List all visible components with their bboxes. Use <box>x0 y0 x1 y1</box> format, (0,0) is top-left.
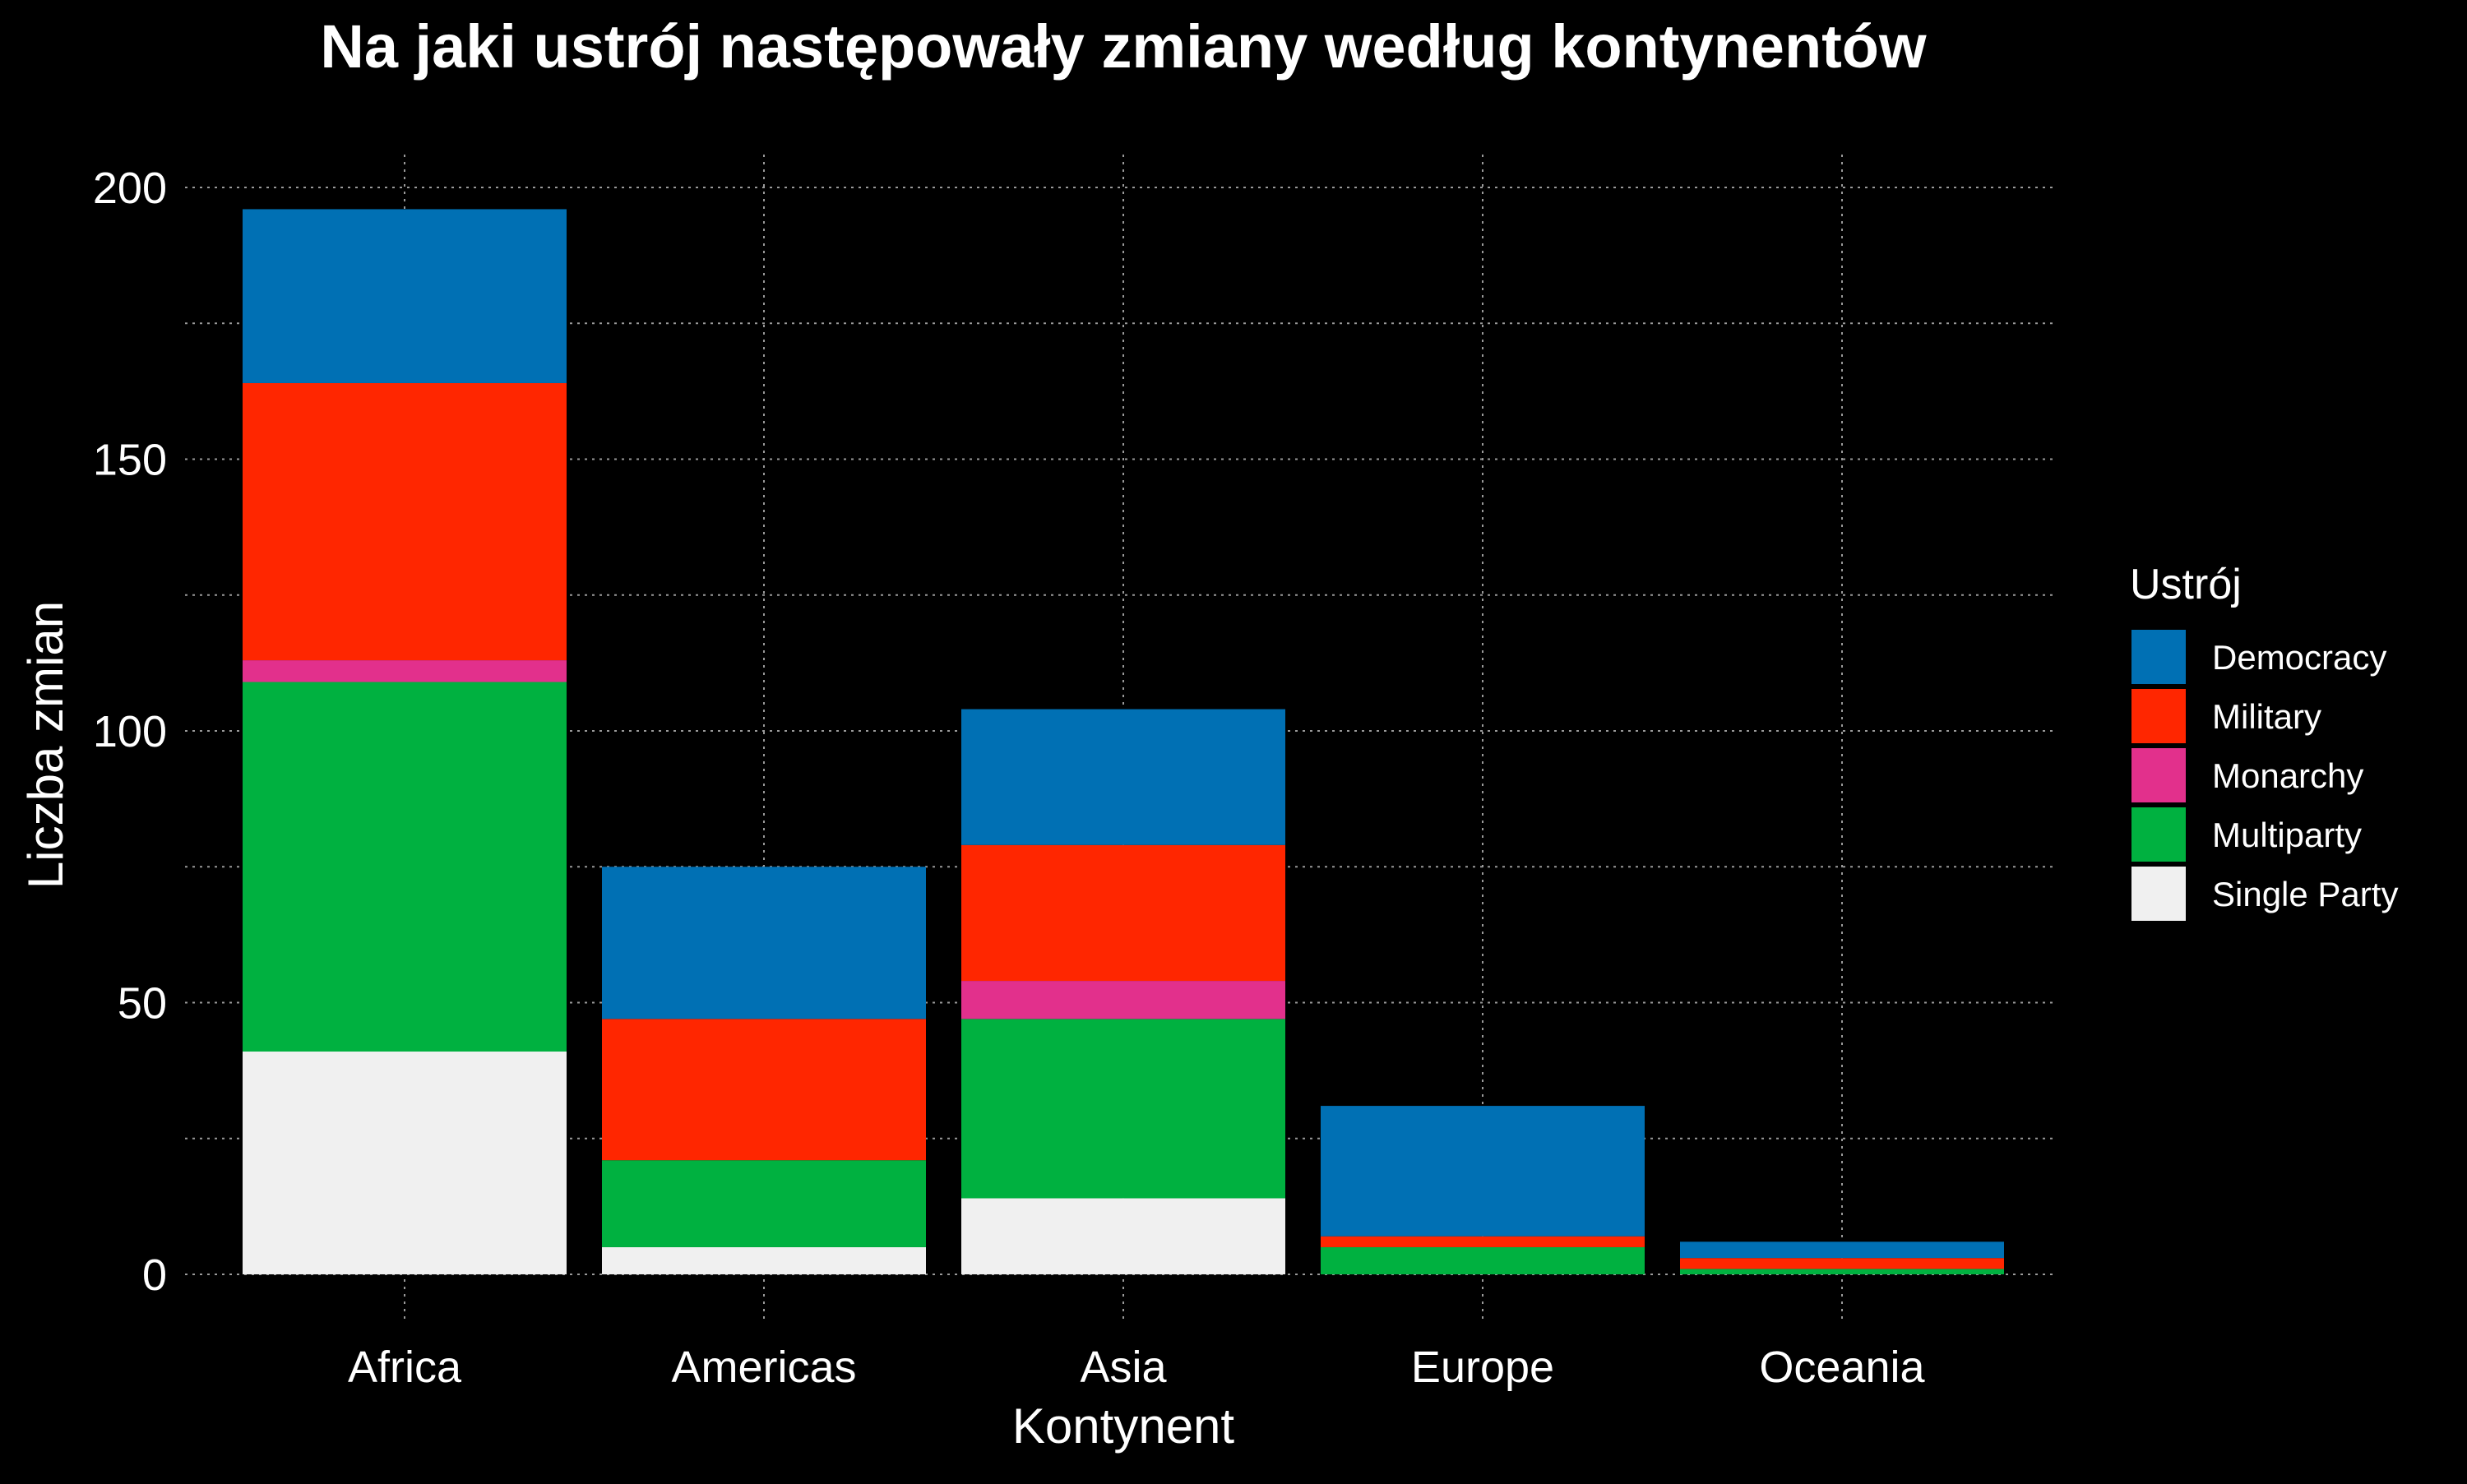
bar-segment <box>961 844 1285 982</box>
y-axis-ticks: 0 50 100 150 200 <box>93 164 167 1300</box>
x-tick-label: Europe <box>1411 1343 1554 1392</box>
bar-segment <box>1680 1269 2004 1274</box>
bar-segment <box>1680 1241 2004 1259</box>
legend: Ustrój Democracy Military Monarchy Multipar… <box>2130 561 2398 921</box>
legend-key <box>2131 867 2186 921</box>
y-tick-label: 150 <box>93 436 167 485</box>
legend-label: Democracy <box>2212 638 2386 677</box>
y-tick-label: 0 <box>142 1251 167 1300</box>
bar-segment <box>961 981 1285 1019</box>
x-tick-label: Asia <box>1080 1343 1167 1392</box>
legend-label: Monarchy <box>2212 756 2363 795</box>
chart-title: Na jaki ustrój następowały zmiany według… <box>320 12 1927 81</box>
bar-segment <box>1680 1258 2004 1269</box>
bar-segment <box>961 1198 1285 1274</box>
bar-segment <box>243 382 567 661</box>
legend-title: Ustrój <box>2130 561 2242 608</box>
bar-segment <box>1321 1246 1645 1274</box>
bar-segment <box>243 209 567 383</box>
x-tick-label: Oceania <box>1759 1343 1925 1392</box>
legend-key <box>2131 748 2186 802</box>
bar-segment <box>243 660 567 682</box>
bar-segment <box>1321 1106 1645 1237</box>
bar-segment <box>961 1019 1285 1199</box>
bar-segment <box>1321 1236 1645 1247</box>
legend-key <box>2131 807 2186 862</box>
bar-segment <box>602 1019 926 1161</box>
legend-key <box>2131 689 2186 743</box>
x-tick-label: Africa <box>348 1343 462 1392</box>
y-axis-title: Liczba zmian <box>18 601 73 889</box>
legend-label: Military <box>2212 697 2321 736</box>
bar-segment <box>243 1051 567 1274</box>
bar-segment <box>961 709 1285 845</box>
bar-segment <box>602 1246 926 1274</box>
legend-label: Multiparty <box>2212 816 2362 854</box>
bars <box>243 209 2004 1274</box>
y-tick-label: 100 <box>93 707 167 756</box>
legend-label: Single Party <box>2212 875 2398 913</box>
x-tick-label: Americas <box>671 1343 856 1392</box>
bar-segment <box>602 1160 926 1247</box>
bar-segment <box>243 682 567 1052</box>
x-axis-ticks: Africa Americas Asia Europe Oceania <box>348 1343 1926 1392</box>
x-axis-title: Kontynent <box>1012 1398 1235 1454</box>
y-tick-label: 50 <box>118 979 167 1029</box>
legend-key <box>2131 630 2186 684</box>
y-tick-label: 200 <box>93 164 167 213</box>
bar-segment <box>602 867 926 1019</box>
